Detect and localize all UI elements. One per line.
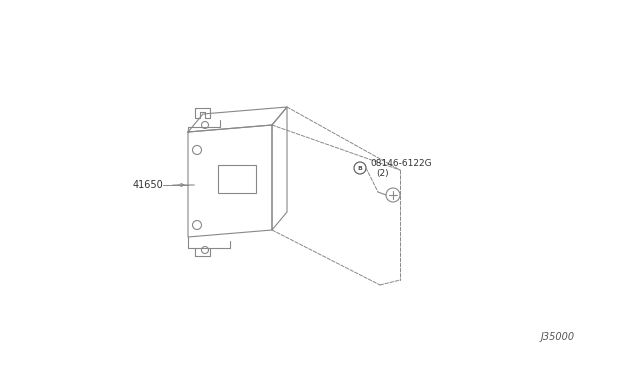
Text: B: B [358,166,362,170]
Text: J35000: J35000 [541,332,575,342]
Text: 41650: 41650 [133,180,164,190]
Text: 08146-6122G: 08146-6122G [370,158,431,167]
Bar [218,165,256,193]
Text: (2): (2) [376,169,388,177]
